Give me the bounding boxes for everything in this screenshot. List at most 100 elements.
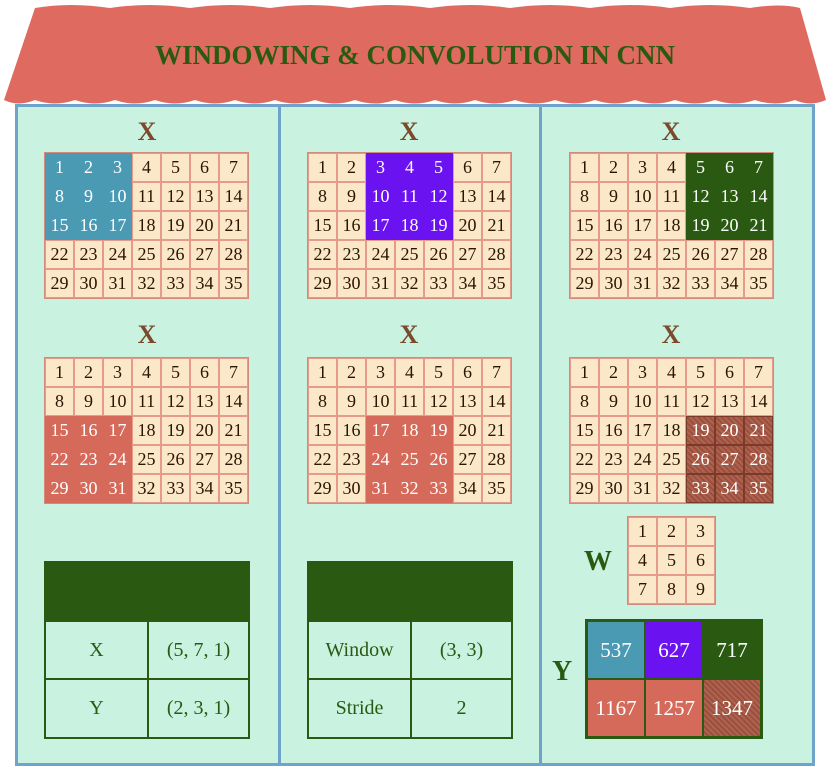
x-cell: 25 — [657, 445, 686, 474]
x-cell: 7 — [744, 358, 773, 387]
x-cell: 9 — [599, 387, 628, 416]
x-cell: 35 — [219, 474, 248, 503]
x-matrix-window-2: 1 2 3 4 5 6 7 8 9 10 11 12 13 14 15 16 17 18 19 20 21 22 23 24 2… — [307, 152, 512, 299]
column-divider-1 — [278, 104, 281, 766]
x-cell: 18 — [395, 416, 424, 445]
x-cell: 30 — [599, 474, 628, 503]
x-cell: 17 — [628, 211, 657, 240]
x-cell: 22 — [45, 240, 74, 269]
x-cell: 16 — [74, 211, 103, 240]
x-cell: 4 — [132, 358, 161, 387]
x-cell: 25 — [132, 240, 161, 269]
x-label-5: X — [399, 320, 419, 349]
x-cell: 5 — [686, 358, 715, 387]
x-cell: 20 — [190, 416, 219, 445]
x-cell: 5 — [686, 153, 715, 182]
x-cell: 1 — [308, 358, 337, 387]
y-label: Y — [552, 656, 573, 687]
x-cell: 11 — [395, 387, 424, 416]
x-cell: 34 — [190, 474, 219, 503]
x-cell: 1 — [570, 153, 599, 182]
x-cell: 4 — [657, 153, 686, 182]
w-label: W — [584, 546, 612, 577]
x-cell: 9 — [337, 182, 366, 211]
x-cell: 15 — [570, 416, 599, 445]
x-cell: 34 — [453, 474, 482, 503]
x-cell: 34 — [715, 269, 744, 298]
x-cell: 32 — [395, 474, 424, 503]
x-cell: 25 — [132, 445, 161, 474]
x-cell: 24 — [103, 445, 132, 474]
x-cell: 29 — [308, 269, 337, 298]
x-cell: 28 — [482, 240, 511, 269]
x-cell: 12 — [686, 182, 715, 211]
x-cell: 8 — [308, 387, 337, 416]
x-cell: 14 — [482, 182, 511, 211]
x-cell: 31 — [628, 269, 657, 298]
x-cell: 11 — [657, 387, 686, 416]
x-cell: 27 — [715, 445, 744, 474]
x-cell: 16 — [599, 211, 628, 240]
x-cell: 8 — [570, 387, 599, 416]
x-cell: 29 — [570, 269, 599, 298]
x-cell: 33 — [424, 269, 453, 298]
x-cell: 30 — [74, 474, 103, 503]
x-cell: 27 — [453, 445, 482, 474]
x-cell: 17 — [366, 416, 395, 445]
w-cell: 7 — [628, 575, 657, 604]
x-cell: 5 — [161, 153, 190, 182]
w-cell: 8 — [657, 575, 686, 604]
x-cell: 7 — [744, 153, 773, 182]
x-cell: 8 — [570, 182, 599, 211]
x-cell: 5 — [424, 358, 453, 387]
x-cell: 29 — [45, 474, 74, 503]
x-cell: 23 — [599, 240, 628, 269]
x-cell: 9 — [337, 387, 366, 416]
x-cell: 23 — [74, 240, 103, 269]
x-cell: 5 — [424, 153, 453, 182]
x-cell: 31 — [103, 269, 132, 298]
x-cell: 11 — [657, 182, 686, 211]
x-cell: 6 — [453, 153, 482, 182]
x-cell: 22 — [45, 445, 74, 474]
x-cell: 24 — [628, 445, 657, 474]
x-cell: 8 — [45, 182, 74, 211]
params-table-label-window: Window — [307, 620, 412, 680]
x-cell: 24 — [366, 445, 395, 474]
x-cell: 11 — [395, 182, 424, 211]
x-cell: 26 — [686, 240, 715, 269]
x-cell: 33 — [161, 269, 190, 298]
x-cell: 24 — [628, 240, 657, 269]
x-cell: 6 — [453, 358, 482, 387]
params-table: Window (3, 3) Stride 2 — [307, 561, 513, 739]
x-cell: 30 — [74, 269, 103, 298]
x-cell: 17 — [103, 211, 132, 240]
x-cell: 29 — [570, 474, 599, 503]
x-label-2: X — [399, 117, 419, 146]
x-cell: 3 — [628, 358, 657, 387]
x-cell: 30 — [337, 474, 366, 503]
x-label-6: X — [661, 320, 681, 349]
y-cell: 627 — [645, 621, 703, 679]
x-cell: 19 — [161, 416, 190, 445]
x-cell: 20 — [715, 416, 744, 445]
shape-table-label-y: Y — [44, 678, 149, 739]
x-cell: 2 — [599, 358, 628, 387]
roof — [4, 5, 826, 104]
w-cell: 6 — [686, 546, 715, 575]
x-cell: 29 — [45, 269, 74, 298]
x-cell: 12 — [424, 182, 453, 211]
x-cell: 11 — [132, 387, 161, 416]
x-cell: 10 — [366, 387, 395, 416]
x-cell: 24 — [103, 240, 132, 269]
x-cell: 16 — [337, 416, 366, 445]
x-cell: 8 — [45, 387, 74, 416]
x-cell: 31 — [366, 269, 395, 298]
x-cell: 7 — [219, 153, 248, 182]
x-cell: 18 — [395, 211, 424, 240]
x-cell: 32 — [395, 269, 424, 298]
x-cell: 28 — [219, 240, 248, 269]
x-cell: 19 — [424, 416, 453, 445]
x-cell: 25 — [657, 240, 686, 269]
x-cell: 2 — [337, 153, 366, 182]
